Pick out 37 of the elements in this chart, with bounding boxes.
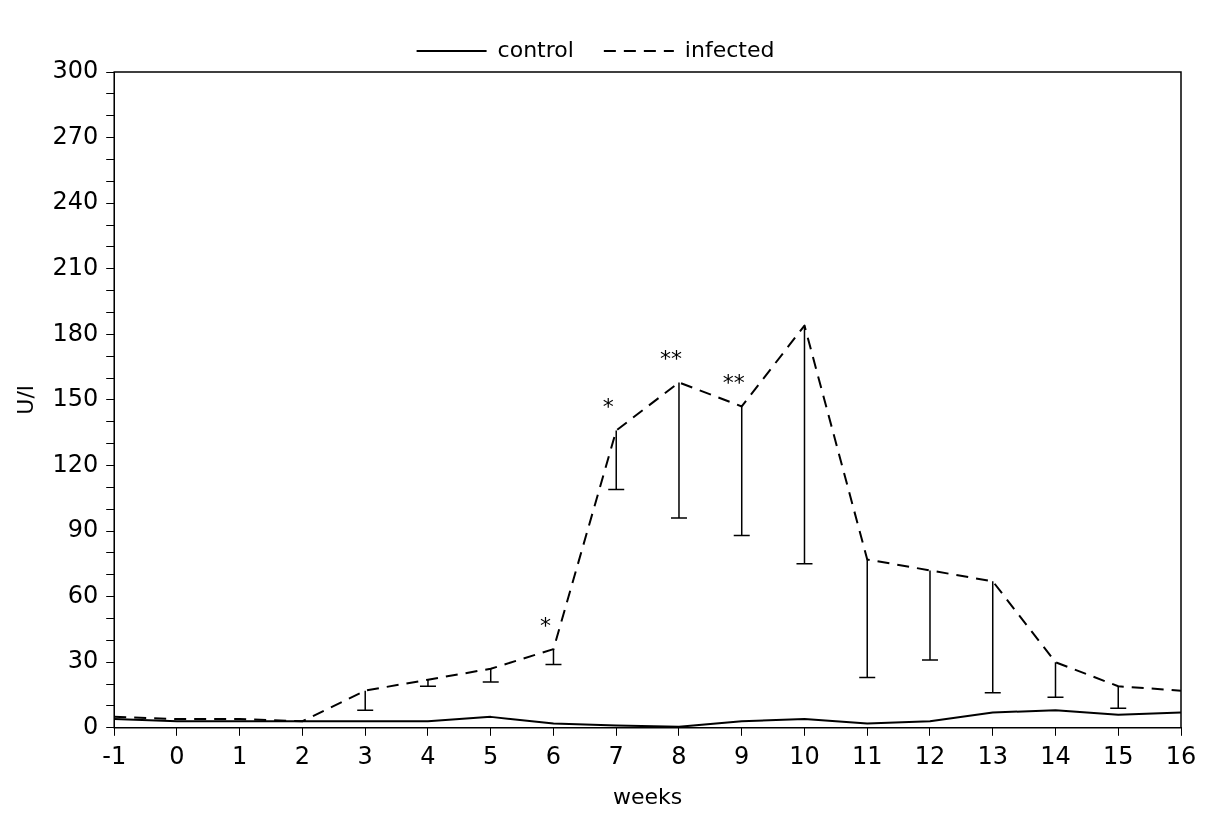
y-tick-label: 0 <box>82 712 99 741</box>
y-tick-label: 60 <box>67 580 99 609</box>
annotation: * <box>539 612 551 638</box>
y-tick-label: 270 <box>52 121 99 150</box>
x-tick-label: -1 <box>102 742 127 771</box>
y-tick-label: 90 <box>67 515 99 544</box>
y-tick-label: 30 <box>67 646 99 675</box>
legend-label: infected <box>684 36 775 62</box>
x-tick-label: 2 <box>294 742 311 771</box>
x-tick-label: 1 <box>232 742 248 771</box>
y-tick-label: 150 <box>52 384 99 413</box>
x-tick-label: 14 <box>1040 742 1071 771</box>
x-tick-label: 10 <box>789 742 820 771</box>
x-tick-label: 15 <box>1102 742 1134 771</box>
x-tick-label: 3 <box>357 742 373 771</box>
x-tick-label: 13 <box>977 742 1009 771</box>
annotation: ** <box>722 370 745 396</box>
annotation: ** <box>659 346 682 372</box>
y-tick-label: 180 <box>52 318 99 347</box>
y-tick-label: 120 <box>52 449 99 478</box>
y-tick-label: 210 <box>52 252 99 281</box>
x-tick-label: 0 <box>169 742 185 771</box>
legend-label: control <box>497 36 574 62</box>
annotation: * <box>602 394 614 420</box>
y-axis-title: U/l <box>12 385 38 415</box>
x-tick-label: 9 <box>734 742 750 771</box>
x-tick-label: 12 <box>914 742 946 771</box>
x-tick-label: 5 <box>483 742 499 771</box>
x-tick-label: 6 <box>545 742 562 771</box>
y-tick-label: 240 <box>52 187 99 216</box>
x-tick-label: 7 <box>608 742 624 771</box>
x-tick-label: 8 <box>671 742 687 771</box>
x-tick-label: 4 <box>420 742 436 771</box>
x-tick-label: 11 <box>851 742 883 771</box>
x-tick-label: 16 <box>1165 742 1197 771</box>
x-axis-title: weeks <box>612 783 683 809</box>
y-tick-label: 300 <box>52 56 99 85</box>
